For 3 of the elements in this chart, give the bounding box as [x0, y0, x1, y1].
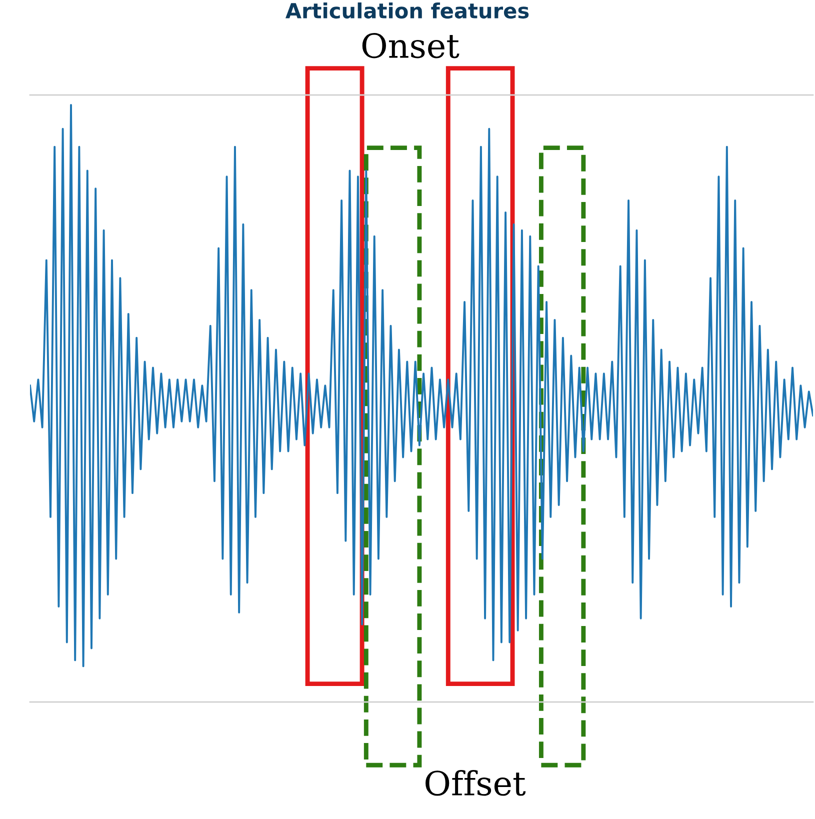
- text: Offset: [426, 770, 526, 796]
- chart-title: Articulation features: [285, 2, 529, 19]
- text: Onset: [362, 32, 460, 58]
